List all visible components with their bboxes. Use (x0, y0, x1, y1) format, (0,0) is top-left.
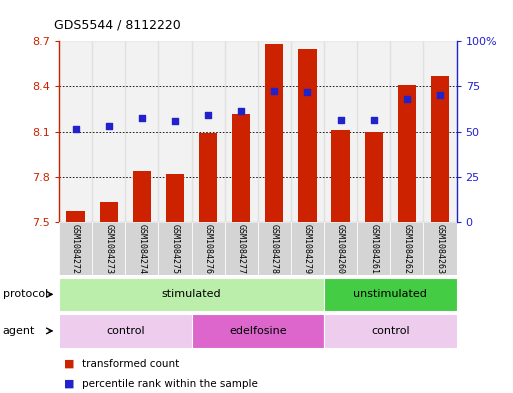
Text: GSM1084279: GSM1084279 (303, 224, 312, 274)
Point (403, 95, 411, 102)
Text: GSM1084273: GSM1084273 (104, 224, 113, 274)
Text: protocol: protocol (3, 289, 48, 299)
Bar (191, 41, 225, 222)
Bar (133, 171, 151, 222)
Bar (365, 132, 383, 222)
Bar (291, 222, 324, 275)
Bar (92, 41, 125, 222)
Point (370, 116, 378, 123)
Bar (125, 222, 159, 275)
Bar (92, 222, 125, 275)
Bar (423, 222, 457, 275)
Point (303, 89, 311, 95)
Text: GSM1084262: GSM1084262 (402, 224, 411, 274)
Bar (100, 202, 118, 222)
Point (436, 92, 444, 99)
Bar (390, 41, 423, 222)
Text: GSM1084261: GSM1084261 (369, 224, 378, 274)
Bar (291, 41, 324, 222)
Bar (324, 41, 357, 222)
Bar (159, 222, 191, 275)
Text: transformed count: transformed count (82, 359, 180, 369)
Text: stimulated: stimulated (162, 289, 221, 299)
Text: GSM1084260: GSM1084260 (336, 224, 345, 274)
Point (270, 88, 279, 94)
Text: control: control (106, 326, 145, 336)
Bar (258, 41, 291, 222)
Bar (125, 41, 159, 222)
Text: GSM1084278: GSM1084278 (270, 224, 279, 274)
Bar (232, 114, 250, 222)
Bar (324, 278, 457, 311)
Point (171, 118, 179, 124)
Text: edelfosine: edelfosine (229, 326, 287, 336)
Point (137, 115, 146, 121)
Text: GSM1084274: GSM1084274 (137, 224, 146, 274)
Bar (225, 41, 258, 222)
Point (237, 107, 245, 114)
Bar (159, 41, 191, 222)
Bar (59, 314, 191, 347)
Point (71, 125, 80, 132)
Bar (357, 41, 390, 222)
Bar (191, 314, 324, 347)
Bar (324, 222, 357, 275)
Text: percentile rank within the sample: percentile rank within the sample (82, 378, 258, 389)
Bar (423, 41, 457, 222)
Bar (67, 211, 85, 222)
Text: GSM1084272: GSM1084272 (71, 224, 80, 274)
Point (337, 116, 345, 123)
Text: GSM1084275: GSM1084275 (170, 224, 180, 274)
Bar (191, 222, 225, 275)
Bar (59, 278, 324, 311)
Bar (431, 76, 449, 222)
Text: ■: ■ (64, 359, 74, 369)
Text: control: control (371, 326, 409, 336)
Text: agent: agent (3, 326, 35, 336)
Bar (390, 222, 423, 275)
Text: ■: ■ (64, 378, 74, 389)
Bar (258, 222, 291, 275)
Bar (324, 314, 457, 347)
Bar (59, 41, 92, 222)
Bar (265, 44, 284, 222)
Bar (225, 222, 258, 275)
Bar (331, 130, 350, 222)
Bar (299, 49, 317, 222)
Bar (199, 133, 217, 222)
Point (204, 112, 212, 118)
Point (105, 123, 113, 129)
Bar (357, 222, 390, 275)
Text: GDS5544 / 8112220: GDS5544 / 8112220 (54, 18, 181, 31)
Bar (59, 222, 92, 275)
Text: GSM1084277: GSM1084277 (236, 224, 246, 274)
Text: GSM1084263: GSM1084263 (436, 224, 444, 274)
Text: unstimulated: unstimulated (353, 289, 427, 299)
Text: GSM1084276: GSM1084276 (204, 224, 212, 274)
Bar (398, 85, 416, 222)
Bar (166, 174, 184, 222)
